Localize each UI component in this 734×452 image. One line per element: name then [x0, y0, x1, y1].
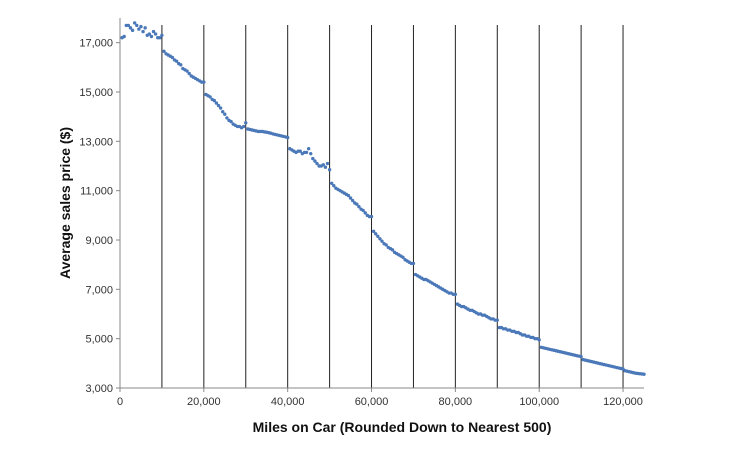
x-axis-ticks: 0 20,000 40,000 60,000 80,000 100,000 120,000	[117, 388, 643, 408]
data-point	[162, 49, 166, 53]
data-point	[214, 101, 219, 105]
data-point	[285, 135, 290, 140]
y-tick-label: 3,000	[85, 383, 113, 395]
data-point	[170, 55, 175, 60]
x-tick-label: 60,000	[355, 396, 389, 408]
data-point	[174, 59, 179, 63]
data-point	[149, 34, 154, 39]
data-point	[348, 196, 353, 200]
data-point	[332, 184, 336, 188]
data-point	[128, 26, 133, 30]
data-point	[241, 124, 246, 129]
data-point	[537, 338, 541, 342]
data-points	[120, 21, 646, 376]
data-point	[363, 211, 367, 215]
data-point	[357, 205, 361, 209]
data-point	[325, 161, 330, 166]
y-tick-label: 9,000	[85, 235, 113, 247]
data-point	[642, 372, 646, 376]
data-point	[411, 261, 416, 266]
y-tick-label: 7,000	[85, 284, 113, 296]
data-point	[229, 119, 233, 124]
data-point	[147, 32, 152, 36]
data-point	[202, 80, 206, 84]
data-point	[384, 243, 388, 247]
data-point	[179, 63, 183, 67]
x-tick-label: 120,000	[603, 396, 643, 408]
data-point	[139, 24, 143, 29]
data-point	[401, 255, 405, 259]
y-tick-label: 13,000	[79, 136, 113, 148]
y-axis-ticks: 3,000 5,000 7,000 9,000 11,000 13,000 15,000 17…	[79, 38, 120, 395]
data-point	[158, 36, 162, 40]
data-point	[369, 214, 374, 219]
reference-lines	[161, 25, 624, 388]
data-point	[187, 71, 191, 76]
data-point	[130, 28, 135, 33]
data-point	[218, 106, 223, 110]
x-tick-label: 0	[117, 396, 123, 408]
x-tick-label: 20,000	[187, 396, 221, 408]
data-point	[126, 23, 131, 28]
data-point	[143, 26, 147, 30]
data-point	[579, 354, 583, 359]
data-point	[212, 98, 217, 103]
data-point	[390, 248, 395, 252]
data-point	[135, 23, 139, 28]
data-point	[160, 33, 164, 37]
data-point	[223, 112, 227, 116]
data-point	[371, 229, 376, 234]
data-point	[208, 95, 212, 99]
y-tick-label: 11,000	[80, 186, 113, 198]
data-point	[306, 147, 311, 151]
data-point	[298, 149, 302, 153]
data-point	[311, 156, 315, 161]
data-point	[330, 181, 334, 185]
data-point	[380, 239, 384, 243]
data-point	[361, 208, 365, 213]
y-axis-title: Average sales price ($)	[57, 127, 73, 279]
data-point	[153, 32, 158, 36]
y-tick-label: 17,000	[79, 38, 113, 50]
y-tick-label: 15,000	[79, 87, 113, 99]
data-point	[374, 232, 378, 236]
data-point	[323, 165, 328, 169]
data-point	[304, 150, 309, 155]
data-point	[225, 116, 229, 120]
axes	[119, 18, 644, 389]
data-point	[355, 202, 359, 206]
data-point	[376, 234, 380, 238]
data-point	[453, 292, 458, 296]
data-point	[321, 163, 326, 167]
data-point	[378, 237, 382, 241]
data-point	[309, 151, 313, 156]
x-tick-label: 100,000	[519, 396, 559, 408]
data-point	[216, 103, 221, 108]
x-tick-label: 40,000	[271, 396, 305, 408]
data-point	[141, 29, 145, 34]
data-point	[495, 318, 499, 322]
data-point	[132, 21, 137, 25]
data-point	[313, 159, 317, 163]
data-point	[221, 110, 225, 114]
y-tick-label: 5,000	[85, 334, 113, 346]
data-point	[327, 168, 332, 172]
data-point	[346, 193, 351, 198]
data-point	[315, 161, 319, 166]
data-point	[151, 29, 156, 34]
data-point	[137, 27, 141, 31]
data-point	[350, 198, 355, 203]
data-point	[185, 69, 189, 73]
data-point	[244, 121, 248, 125]
x-tick-label: 80,000	[439, 396, 473, 408]
data-point	[122, 34, 126, 39]
x-axis-title: Miles on Car (Rounded Down to Nearest 50…	[253, 419, 552, 435]
